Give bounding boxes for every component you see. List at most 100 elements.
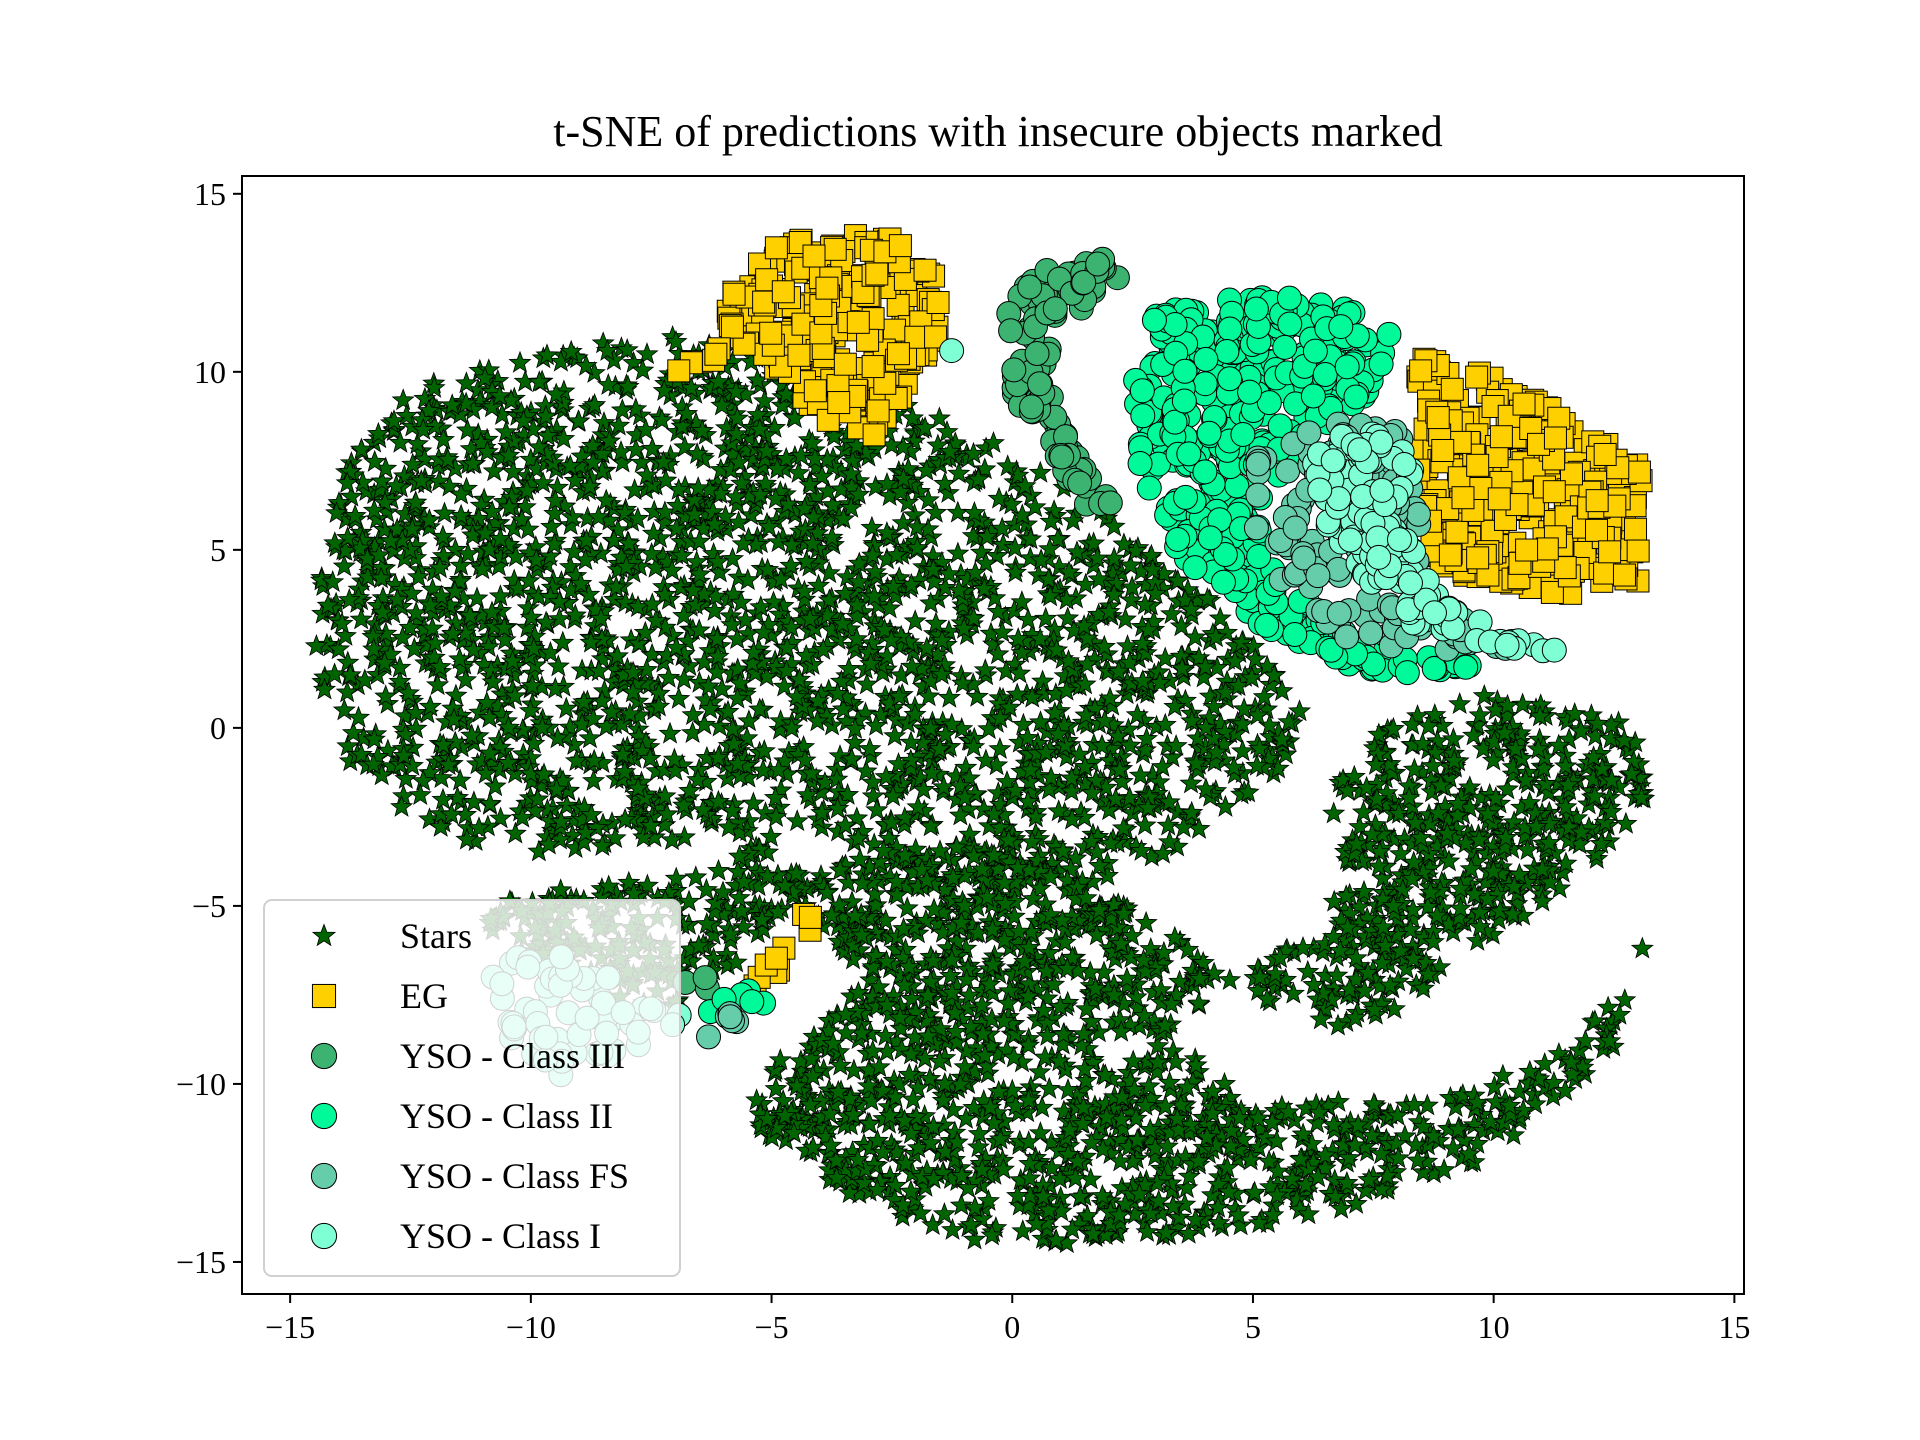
stars-point [404,490,428,513]
stars-point [1072,805,1097,828]
stars-point [793,496,817,519]
stars-point [321,570,345,593]
stars-point [391,625,415,648]
stars-point [455,827,479,850]
stars-point [374,684,398,707]
stars-point [669,575,693,598]
stars-point [951,593,975,616]
stars-point [994,659,1018,682]
stars-point [970,540,994,563]
stars-point [349,742,373,765]
stars-point [935,419,959,442]
stars-point [1179,597,1203,620]
stars-point [630,450,654,473]
stars-point [860,515,884,538]
stars-point [757,515,781,538]
eg-point [759,321,783,345]
stars-point [335,680,359,703]
eg-point [862,423,886,447]
stars-point [563,603,587,626]
stars-point [1028,710,1052,733]
stars-point [990,620,1014,643]
stars-point [403,700,428,723]
stars-point [912,777,936,800]
stars-point [1003,512,1027,535]
stars-point [722,732,746,755]
eg-point [764,236,788,260]
eg-point [764,946,788,970]
stars-point [1010,640,1034,663]
stars-point [1133,738,1157,761]
eg-point [888,234,912,258]
stars-point [650,408,674,431]
stars-point [480,600,504,623]
stars-point [469,431,493,454]
stars-point [795,783,820,806]
stars-point [309,568,334,591]
stars-point [616,374,640,397]
eg-point [1515,538,1539,562]
eg-point [1426,406,1450,430]
stars-point [736,568,760,591]
stars-point [542,532,567,555]
eg-point [752,290,776,314]
stars-point [333,623,357,646]
stars-point [349,437,373,460]
stars-point [585,815,609,838]
stars-point [519,761,543,784]
stars-point [753,471,778,494]
stars-point [439,802,463,825]
stars-point [794,643,818,666]
stars-point [394,722,418,745]
stars-point [918,716,942,739]
stars-point [515,478,539,501]
points-layer [304,224,1656,1254]
stars-point [748,697,772,720]
stars-point [511,409,536,432]
stars-point [510,805,534,828]
stars-point [798,473,822,496]
stars-point [520,673,544,696]
stars-point [461,451,485,474]
stars-point [341,720,365,743]
stars-point [799,761,823,784]
stars-point [543,501,567,524]
stars-point [363,647,387,670]
stars-point [603,826,627,849]
stars-point [1046,527,1070,550]
stars-point [448,569,472,592]
stars-point [1057,560,1081,583]
stars-point [431,543,456,566]
stars-point [862,584,886,607]
stars-point [889,624,913,647]
eg-point [926,291,950,315]
stars-point [448,402,472,425]
stars-point [826,681,850,704]
stars-point [454,668,478,691]
stars-point [938,439,962,462]
stars-point [401,452,425,475]
stars-point [623,478,647,501]
stars-point [455,418,480,441]
stars-point [398,537,422,560]
stars-point [914,458,938,481]
stars-point [1053,733,1078,756]
eg-point [886,342,910,366]
stars-point [400,753,424,776]
stars-point [840,747,864,770]
stars-point [737,709,761,732]
stars-point [583,392,607,415]
stars-point [678,778,702,801]
stars-point [409,469,433,492]
eg-point [823,237,847,261]
stars-point [726,657,750,680]
stars-point [615,338,639,361]
stars-point [458,603,482,626]
stars-point [443,537,468,560]
stars-point [336,650,360,673]
stars-point [1047,799,1071,822]
stars-point [779,553,803,576]
stars-point [469,493,493,516]
stars-point [685,550,709,573]
stars-point [946,541,970,564]
